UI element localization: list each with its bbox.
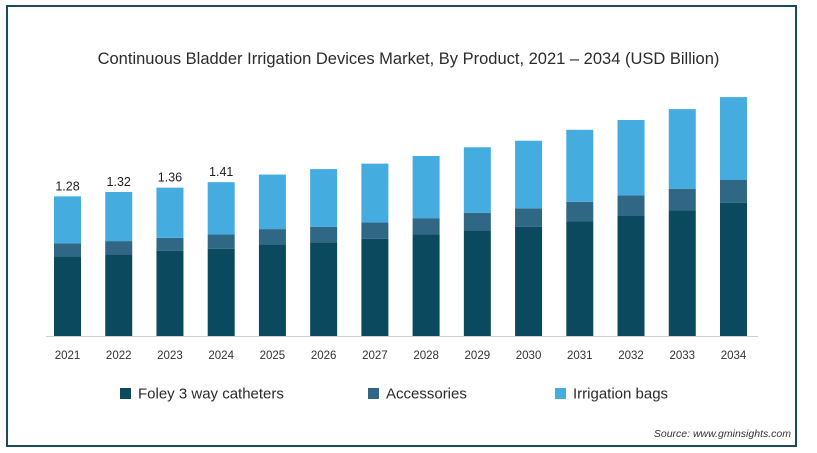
- chart-frame: [6, 5, 797, 447]
- x-tick-label: 2021: [55, 350, 81, 362]
- bar-2021-series-2: [54, 196, 81, 244]
- bar-2031-series-1: [566, 201, 594, 222]
- bar-2023-series-1: [156, 237, 184, 251]
- source-note: Source: www.gminsights.com: [653, 428, 791, 440]
- bar-2034-series-1: [719, 180, 747, 203]
- bar-2032-series-1: [617, 195, 645, 216]
- bar-2025-series-2: [258, 174, 286, 230]
- bar-2028-series-2: [412, 156, 440, 219]
- bar-2027-series-1: [361, 222, 389, 239]
- bar-2026-series-0: [310, 242, 338, 336]
- bar-2032-series-0: [617, 216, 645, 336]
- bar-2031-series-2: [566, 129, 594, 202]
- x-tick-label: 2033: [669, 350, 695, 362]
- x-tick-label: 2031: [567, 350, 593, 362]
- bar-2022-series-0: [105, 254, 133, 336]
- x-tick-label: 2027: [362, 350, 388, 362]
- bar-2033-series-1: [668, 188, 696, 211]
- bar-2025-series-1: [258, 229, 286, 245]
- bar-2028-series-1: [412, 218, 440, 235]
- data-label: 1.28: [55, 179, 79, 193]
- bar-2033-series-2: [668, 109, 696, 189]
- x-tick-label: 2025: [260, 350, 286, 362]
- bars-group: [54, 97, 747, 336]
- legend-label: Foley 3 way catheters: [138, 386, 284, 403]
- chart-title: Continuous Bladder Irrigation Devices Ma…: [97, 50, 720, 68]
- bar-2031-series-0: [566, 221, 594, 336]
- bar-2024-series-2: [207, 182, 235, 235]
- x-tick-label: 2023: [157, 350, 183, 362]
- bar-2030-series-0: [515, 226, 543, 336]
- bar-2027-series-2: [361, 163, 389, 223]
- bar-2024-series-1: [207, 234, 235, 249]
- x-tick-label: 2024: [208, 350, 234, 362]
- legend: Foley 3 way catheters Accessories Irrigati…: [120, 386, 668, 403]
- bar-2028-series-0: [412, 234, 440, 336]
- bar-2029-series-0: [463, 230, 491, 336]
- bar-2024-series-0: [207, 248, 235, 336]
- bar-2030-series-2: [515, 140, 543, 209]
- bar-2023-series-2: [156, 187, 184, 238]
- bar-2034-series-0: [719, 202, 747, 336]
- bar-2022-series-2: [105, 192, 133, 242]
- x-tick-label: 2034: [721, 350, 747, 362]
- value-labels: 1.28 1.32 1.36 1.41: [55, 165, 233, 193]
- bar-2021-series-1: [54, 243, 81, 257]
- bar-2032-series-2: [617, 120, 645, 196]
- bar-2023-series-0: [156, 250, 184, 336]
- x-tick-label: 2030: [516, 350, 542, 362]
- bar-2033-series-0: [668, 210, 696, 336]
- x-tick-label: 2032: [618, 350, 644, 362]
- data-label: 1.36: [158, 171, 182, 185]
- bar-2029-series-1: [463, 212, 491, 231]
- bar-2025-series-0: [258, 244, 286, 336]
- bar-2029-series-2: [463, 147, 491, 213]
- data-label: 1.32: [107, 175, 131, 189]
- bar-2022-series-1: [105, 241, 133, 255]
- x-tick-label: 2026: [311, 350, 337, 362]
- bar-2027-series-0: [361, 238, 389, 336]
- legend-label: Irrigation bags: [573, 386, 668, 403]
- legend-swatch: [368, 388, 379, 399]
- legend-swatch: [555, 388, 566, 399]
- bar-2021-series-0: [54, 256, 81, 336]
- legend-label: Accessories: [386, 386, 467, 403]
- legend-swatch: [120, 388, 131, 399]
- x-axis: 2021 2022 2023 2024 2025 2026 2027 2028 2029 2030…: [46, 336, 758, 362]
- bar-2030-series-1: [515, 208, 543, 227]
- x-tick-label: 2028: [413, 350, 439, 362]
- x-tick-label: 2029: [465, 350, 491, 362]
- data-label: 1.41: [209, 165, 233, 179]
- x-tick-label: 2022: [106, 350, 132, 362]
- bar-2026-series-1: [310, 226, 338, 243]
- bar-2034-series-2: [719, 97, 747, 180]
- bar-2026-series-2: [310, 169, 338, 227]
